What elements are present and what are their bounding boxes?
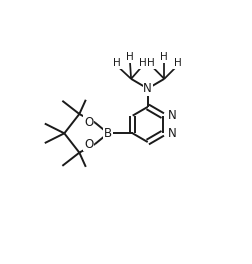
- Text: O: O: [84, 116, 93, 129]
- Text: N: N: [168, 127, 177, 140]
- Text: H: H: [174, 58, 181, 68]
- Text: H: H: [126, 53, 134, 63]
- Text: H: H: [147, 58, 155, 68]
- Text: H: H: [161, 53, 168, 63]
- Text: O: O: [84, 138, 93, 150]
- Text: B: B: [104, 127, 112, 140]
- Text: H: H: [113, 58, 121, 68]
- Text: H: H: [139, 58, 147, 68]
- Text: N: N: [168, 109, 177, 122]
- Text: N: N: [143, 82, 152, 95]
